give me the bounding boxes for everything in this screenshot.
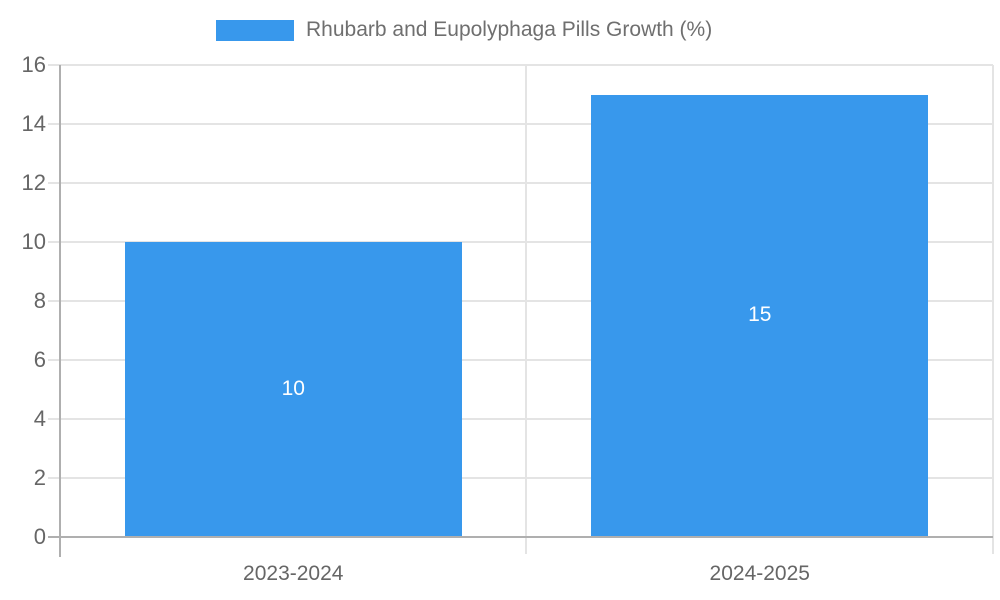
- gridline: [991, 65, 994, 554]
- gridline: [48, 241, 993, 243]
- legend-swatch: [216, 19, 294, 41]
- y-tick-label: 16: [21, 52, 46, 77]
- x-axis-line: [48, 536, 993, 538]
- y-axis-line: [59, 65, 61, 557]
- y-tick-label: 4: [33, 406, 46, 431]
- x-axis-label: 2023-2024: [243, 562, 344, 585]
- gridline: [48, 359, 993, 361]
- y-tick-label: 2: [33, 465, 46, 490]
- gridline: [525, 65, 527, 554]
- bar-2023-2024[interactable]: [124, 242, 462, 537]
- gridline: [48, 418, 993, 420]
- gridline: [48, 477, 993, 479]
- y-tick-label: 10: [21, 229, 46, 254]
- y-tick-label: 6: [33, 347, 46, 372]
- gridline: [48, 300, 993, 302]
- gridline: [48, 123, 993, 125]
- gridline: [48, 182, 993, 184]
- x-axis-label: 2024-2025: [709, 562, 810, 585]
- legend-item[interactable]: Rhubarb and Eupolyphaga Pills Growth (%): [216, 18, 712, 42]
- y-tick-label: 8: [33, 288, 46, 313]
- legend-label: Rhubarb and Eupolyphaga Pills Growth (%): [306, 18, 713, 41]
- bar-2024-2025[interactable]: [591, 94, 929, 537]
- plot-area: 10 15: [48, 64, 994, 554]
- y-tick-label: 14: [21, 111, 46, 136]
- gridline: [48, 64, 993, 66]
- y-tick-label: 0: [33, 524, 46, 549]
- y-tick-label: 12: [21, 170, 46, 195]
